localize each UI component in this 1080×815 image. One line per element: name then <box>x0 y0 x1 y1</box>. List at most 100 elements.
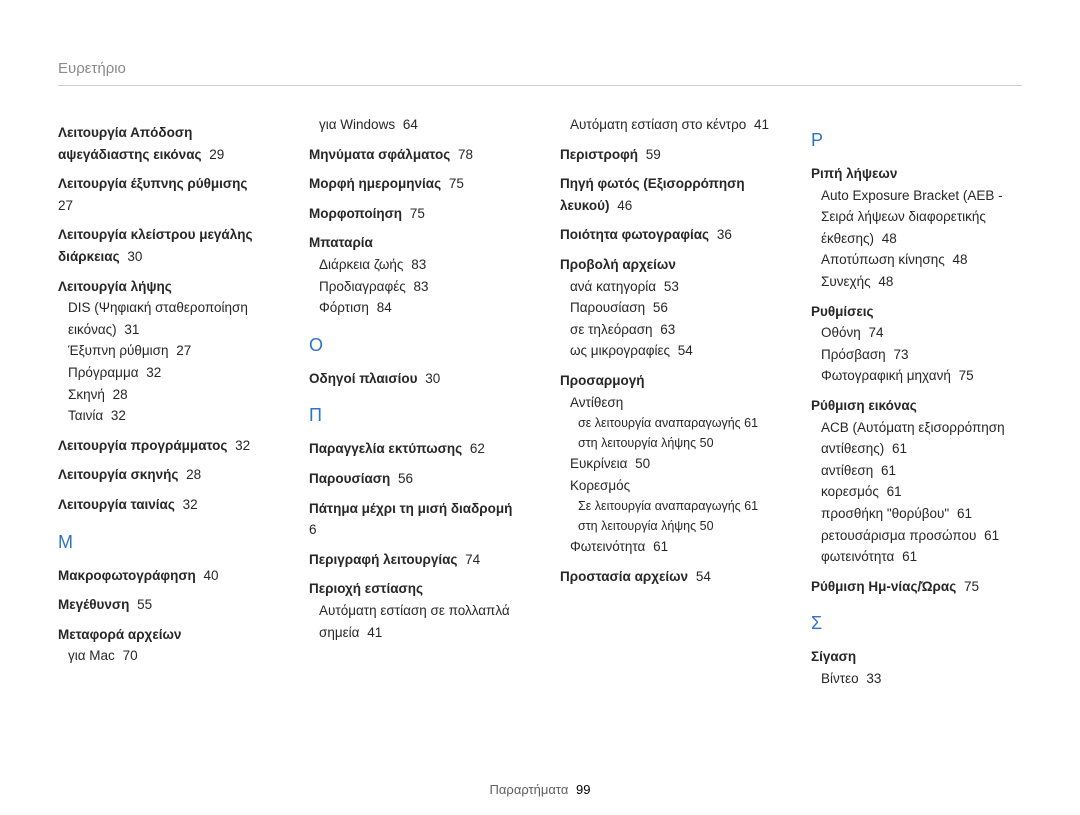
section-letter: Π <box>309 405 520 426</box>
index-subsubentry: σε λειτουργία αναπαραγωγής 61 <box>560 413 771 433</box>
index-subentry: Βίντεο 33 <box>811 668 1022 690</box>
index-topic: Ριπή λήψεων <box>811 163 1022 185</box>
page-ref: 61 <box>888 441 907 456</box>
index-subentry: ως μικρογραφίες 54 <box>560 340 771 362</box>
page-ref: 62 <box>466 441 485 456</box>
subentry-text: Σκηνή <box>68 387 105 402</box>
page-ref: 32 <box>143 365 162 380</box>
section-letter: Μ <box>58 532 269 553</box>
page-ref: 54 <box>692 569 711 584</box>
column-3: Αυτόματη εστίαση στο κέντρο 41 Περιστροφή… <box>560 114 771 689</box>
page-ref: 29 <box>206 147 225 162</box>
page-ref: 75 <box>955 368 974 383</box>
index-topic: Λειτουργία Απόδοση αψεγάδιαστης εικόνας … <box>58 122 269 165</box>
index-topic: Λειτουργία σκηνής 28 <box>58 464 269 486</box>
topic-text: Προσαρμογή <box>560 373 645 388</box>
index-topic: Μπαταρία <box>309 232 520 254</box>
topic-text: Ριπή λήψεων <box>811 166 897 181</box>
index-subentry: Πρόσβαση 73 <box>811 344 1022 366</box>
topic-text: Ρυθμίσεις <box>811 304 874 319</box>
subentry-text: σε τηλεόραση <box>570 322 653 337</box>
index-subentry: Συνεχής 48 <box>811 271 1022 293</box>
page-ref: 61 <box>883 484 902 499</box>
topic-text: Ποιότητα φωτογραφίας <box>560 227 709 242</box>
index-topic: Οδηγοί πλαισίου 30 <box>309 368 520 390</box>
subentry-text: Ευκρίνεια <box>570 456 627 471</box>
index-topic: Παρουσίαση 56 <box>309 468 520 490</box>
topic-text: Μεγέθυνση <box>58 597 129 612</box>
page-ref: 64 <box>399 117 418 132</box>
subentry-text: Φόρτιση <box>319 300 369 315</box>
topic-text: Οδηγοί πλαισίου <box>309 371 418 386</box>
index-subentry: προσθήκη "θορύβου" 61 <box>811 503 1022 525</box>
topic-text: Μακροφωτογράφηση <box>58 568 196 583</box>
page-ref: 55 <box>133 597 152 612</box>
section-letter: Σ <box>811 613 1022 634</box>
index-topic: Προστασία αρχείων 54 <box>560 566 771 588</box>
page-ref: 59 <box>642 147 661 162</box>
page-ref: 61 <box>741 499 758 513</box>
page-ref: 83 <box>407 257 426 272</box>
index-subentry: Φωτεινότητα 61 <box>560 536 771 558</box>
subentry-text: Αντίθεση <box>570 395 623 410</box>
index-subentry: Προδιαγραφές 83 <box>309 276 520 298</box>
column-2: για Windows 64Μηνύματα σφάλματος 78Μορφή… <box>309 114 520 689</box>
page-ref: 32 <box>179 497 198 512</box>
index-subentry: Αυτόματη εστίαση στο κέντρο 41 <box>560 114 771 136</box>
index-topic: Περιστροφή 59 <box>560 144 771 166</box>
topic-text: Πηγή φωτός (Εξισορρόπηση λευκού) <box>560 176 745 213</box>
index-subentry: Ταινία 32 <box>58 405 269 427</box>
topic-text: Σίγαση <box>811 649 856 664</box>
index-topic: Λειτουργία λήψης <box>58 276 269 298</box>
page-ref: 61 <box>980 528 999 543</box>
subentry-text: Αυτόματη εστίαση σε πολλαπλά σημεία <box>319 603 510 640</box>
index-topic: Μορφοποίηση 75 <box>309 203 520 225</box>
column-1: Λειτουργία Απόδοση αψεγάδιαστης εικόνας … <box>58 114 269 689</box>
index-topic: Προβολή αρχείων <box>560 254 771 276</box>
index-topic: Λειτουργία κλείστρου μεγάλης διάρκειας 3… <box>58 224 269 267</box>
page-ref: 48 <box>875 274 894 289</box>
page-ref: 36 <box>713 227 732 242</box>
topic-text: Παραγγελία εκτύπωσης <box>309 441 462 456</box>
subentry-text: Auto Exposure Bracket (AEB - Σειρά λήψεω… <box>821 188 1003 246</box>
subentry-text: ACB (Αυτόματη εξισορρόπηση αντίθεσης) <box>821 420 1005 457</box>
page-ref: 56 <box>649 300 668 315</box>
subentry-text: ρετουσάρισμα προσώπου <box>821 528 976 543</box>
page-ref: 50 <box>696 519 713 533</box>
footer-page-number: 99 <box>576 782 590 797</box>
page-ref: 75 <box>445 176 464 191</box>
page-ref: 40 <box>200 568 219 583</box>
index-subentry: κορεσμός 61 <box>811 481 1022 503</box>
subentry-text: Διάρκεια ζωής <box>319 257 403 272</box>
index-topic: Ποιότητα φωτογραφίας 36 <box>560 224 771 246</box>
index-subentry: για Mac 70 <box>58 645 269 667</box>
page-ref: 61 <box>898 549 917 564</box>
subentry-text: αντίθεση <box>821 463 873 478</box>
footer-label: Παραρτήματα <box>490 782 569 797</box>
page-ref: 27 <box>58 198 73 213</box>
subentry-text: προσθήκη "θορύβου" <box>821 506 949 521</box>
topic-text: Ρύθμιση Ημ-νίας/Ώρας <box>811 579 956 594</box>
page-ref: 27 <box>173 343 192 358</box>
page-ref: 33 <box>863 671 882 686</box>
topic-text: Λειτουργία ταινίας <box>58 497 175 512</box>
index-topic: Μεγέθυνση 55 <box>58 594 269 616</box>
page-ref: 28 <box>109 387 128 402</box>
index-subentry: σε τηλεόραση 63 <box>560 319 771 341</box>
topic-text: Προστασία αρχείων <box>560 569 688 584</box>
index-subentry: Έξυπνη ρύθμιση 27 <box>58 340 269 362</box>
page-ref: 83 <box>410 279 429 294</box>
subentry-text: ανά κατηγορία <box>570 279 656 294</box>
topic-text: Μπαταρία <box>309 235 373 250</box>
subentry-text: κορεσμός <box>821 484 879 499</box>
subentry-text: για Windows <box>319 117 395 132</box>
index-topic: Λειτουργία έξυπνης ρύθμισης 27 <box>58 173 269 216</box>
topic-text: Μεταφορά αρχείων <box>58 627 181 642</box>
page-ref: 32 <box>231 438 250 453</box>
topic-text: Περιστροφή <box>560 147 638 162</box>
page-ref: 75 <box>406 206 425 221</box>
subentry-text: φωτεινότητα <box>821 549 894 564</box>
index-subsubentry: στη λειτουργία λήψης 50 <box>560 516 771 536</box>
index-subentry: Φόρτιση 84 <box>309 297 520 319</box>
subentry-text: Ταινία <box>68 408 103 423</box>
